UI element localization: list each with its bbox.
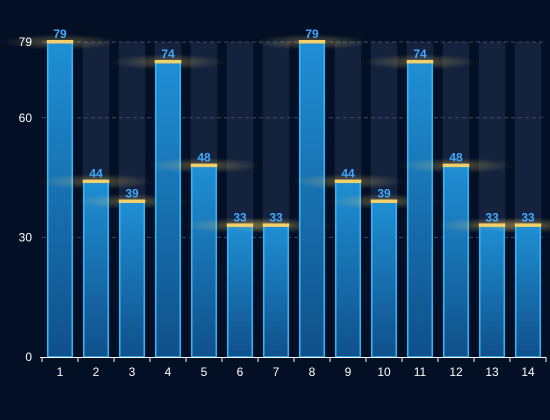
x-tick-label: 12 — [449, 365, 463, 379]
bar — [299, 41, 325, 358]
bar-cap — [190, 163, 218, 168]
bar — [119, 200, 145, 358]
bar-value-label: 33 — [521, 210, 535, 224]
bar — [479, 224, 505, 358]
bar — [47, 41, 73, 358]
bar-value-label: 33 — [269, 210, 283, 224]
x-tick-label: 13 — [485, 365, 499, 379]
y-tick-label: 79 — [19, 35, 33, 49]
bar-cap — [298, 40, 326, 44]
bar — [407, 61, 433, 358]
bar-cap — [370, 199, 398, 203]
x-tick-label: 9 — [345, 365, 352, 379]
bar — [155, 61, 181, 358]
bar-cap — [154, 59, 182, 64]
x-tick-label: 7 — [273, 365, 280, 379]
x-tick-label: 3 — [129, 365, 136, 379]
bar-value-label: 48 — [197, 151, 211, 165]
bar — [443, 164, 469, 358]
bar-value-label: 74 — [161, 47, 175, 61]
x-tick-label: 1 — [57, 365, 64, 379]
bar-value-label: 44 — [341, 167, 355, 181]
bar-value-label: 44 — [89, 167, 103, 181]
bar-cap — [46, 40, 74, 44]
bar-value-label: 74 — [413, 47, 427, 61]
x-tick-label: 6 — [237, 365, 244, 379]
bar-cap — [82, 179, 110, 184]
bar — [263, 224, 289, 358]
bar-cap — [514, 223, 542, 227]
y-tick-label: 30 — [19, 230, 33, 244]
bar — [515, 224, 541, 358]
bar — [191, 164, 217, 358]
x-tick-label: 11 — [414, 365, 427, 379]
x-tick-label: 10 — [377, 365, 391, 379]
x-tick-label: 14 — [521, 365, 535, 379]
x-tick-label: 8 — [309, 365, 316, 379]
x-tick-label: 4 — [165, 365, 172, 379]
bar-cap — [334, 179, 362, 184]
bar-cap — [406, 59, 434, 64]
y-tick-label: 60 — [19, 111, 33, 125]
y-tick-label: 0 — [25, 350, 32, 364]
bar-value-label: 39 — [125, 186, 139, 200]
bar-cap — [262, 223, 290, 227]
bar — [83, 180, 109, 358]
bar — [371, 200, 397, 358]
bar-value-label: 39 — [377, 186, 391, 200]
bar-cap — [442, 163, 470, 168]
bar-value-label: 48 — [449, 151, 463, 165]
bar-value-label: 79 — [305, 27, 319, 41]
bar — [227, 224, 253, 358]
x-tick-label: 2 — [93, 365, 100, 379]
bar-cap — [118, 199, 146, 203]
bar-value-label: 79 — [53, 27, 67, 41]
x-tick-label: 5 — [201, 365, 208, 379]
